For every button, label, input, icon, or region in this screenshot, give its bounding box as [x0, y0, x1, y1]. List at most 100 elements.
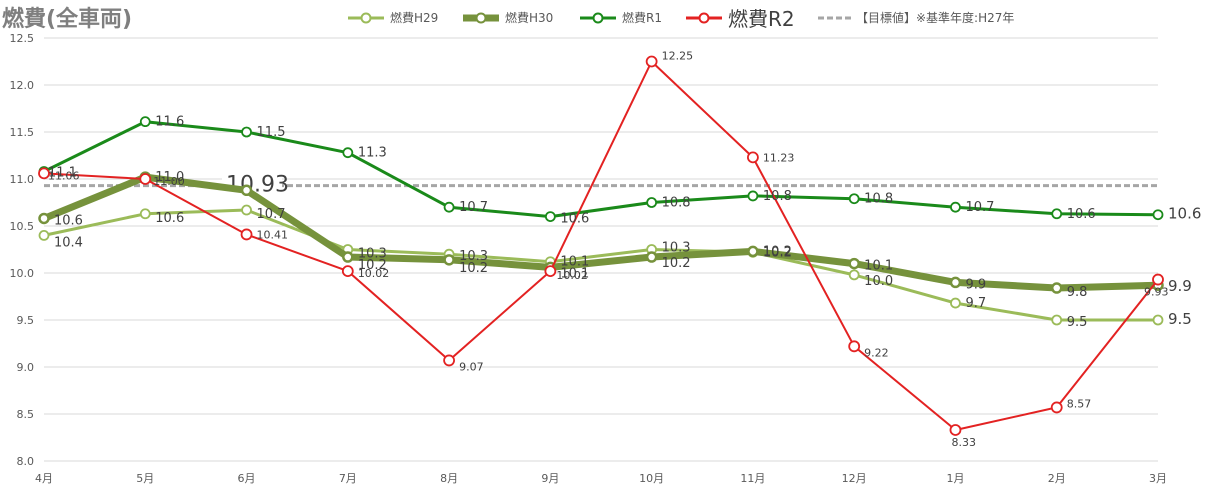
data-label: 9.07 — [459, 360, 484, 373]
data-point — [443, 254, 455, 266]
data-point — [341, 265, 354, 278]
data-label: 11.00 — [153, 175, 185, 188]
data-label: 10.3 — [662, 241, 691, 256]
data-label: 10.02 — [358, 267, 390, 280]
series-line-3 — [43, 120, 1159, 219]
x-tick-label: 2月 — [1048, 472, 1066, 485]
data-label: 11.6 — [155, 115, 184, 130]
data-label: 9.9 — [965, 277, 986, 292]
data-point — [1050, 282, 1063, 294]
data-point — [949, 276, 962, 289]
data-point — [848, 269, 860, 281]
grid-layer — [44, 37, 1158, 462]
legend-marker — [592, 12, 604, 24]
y-tick-label: 8.0 — [17, 455, 35, 468]
data-point — [241, 204, 252, 216]
data-label: 10.1 — [560, 266, 589, 281]
data-point — [1051, 208, 1063, 220]
data-point — [950, 297, 961, 309]
legend-marker — [698, 12, 710, 24]
y-tick-label: 8.5 — [17, 408, 35, 421]
legend-marker — [360, 12, 372, 24]
data-label: 8.57 — [1067, 397, 1092, 410]
legend: 燃費H29 燃費H30 燃費R1 燃費R2 【目標値】※基準年度:H27年 — [348, 7, 1014, 31]
x-tick-label: 11月 — [740, 472, 765, 485]
series-layer — [38, 55, 1164, 436]
data-label: 10.2 — [662, 256, 691, 271]
x-tick-label: 6月 — [238, 472, 256, 485]
data-label: 10.2 — [763, 244, 792, 259]
data-label: 10.0 — [864, 274, 893, 289]
y-tick-label: 9.0 — [17, 361, 35, 374]
data-point — [950, 201, 961, 213]
data-point — [747, 245, 759, 258]
data-point — [544, 211, 556, 223]
data-label: 10.6 — [1168, 205, 1201, 223]
data-label: 10.4 — [54, 235, 83, 250]
data-label: 9.5 — [1067, 315, 1088, 330]
data-point — [848, 340, 861, 353]
x-tick-label: 3月 — [1149, 472, 1167, 485]
data-label: 10.1 — [560, 255, 589, 270]
data-point — [544, 265, 557, 278]
legend-label: 燃費H29 — [390, 10, 438, 25]
data-label: 10.6 — [54, 213, 83, 228]
data-label: 11.23 — [763, 151, 795, 164]
data-point — [342, 251, 354, 263]
data-label: 10.7 — [257, 207, 286, 222]
y-tick-label: 12.0 — [10, 79, 35, 92]
data-point — [848, 257, 860, 270]
x-tick-label: 4月 — [35, 472, 53, 485]
data-point — [443, 354, 455, 367]
data-label: 11.06 — [48, 169, 80, 182]
data-point — [38, 167, 50, 180]
data-label: 10.6 — [155, 211, 184, 226]
data-point — [747, 151, 759, 164]
data-label: 10.2 — [459, 261, 488, 276]
data-label: 10.3 — [459, 249, 488, 264]
data-point — [139, 208, 151, 220]
data-point — [848, 193, 860, 205]
data-label: 10.7 — [459, 200, 488, 215]
data-point — [342, 147, 354, 159]
data-label: 10.6 — [1067, 207, 1096, 222]
data-point — [1152, 273, 1164, 286]
data-label: 11.5 — [257, 125, 286, 140]
data-point — [1050, 401, 1063, 414]
y-tick-label: 9.5 — [17, 314, 35, 327]
x-tick-label: 1月 — [946, 472, 964, 485]
data-label: 9.8 — [1067, 285, 1088, 300]
data-label: 9.9 — [1168, 277, 1192, 295]
series-line-4 — [43, 60, 1159, 431]
data-label: 10.2 — [358, 258, 387, 273]
chart-title: 燃費(全車両) — [2, 6, 132, 32]
data-label: 9.5 — [1168, 310, 1192, 328]
data-label: 9.7 — [965, 296, 986, 311]
label-layer: 10.410.6 10.710.3 10.3 10.110.3 10.210.09.79… — [48, 50, 1201, 449]
data-point — [645, 55, 658, 68]
data-label: 9.93 — [1144, 286, 1169, 299]
data-label: 8.33 — [951, 436, 976, 449]
series-line-2 — [42, 173, 1159, 292]
data-point — [1051, 314, 1063, 326]
x-tick-label: 9月 — [541, 472, 559, 485]
data-label: 10.1 — [864, 259, 893, 274]
data-label: 12.25 — [662, 50, 694, 63]
y-tick-label: 10.5 — [10, 220, 35, 233]
x-tick-label: 8月 — [440, 472, 458, 485]
data-point — [240, 228, 253, 241]
y-tick-label: 10.0 — [10, 267, 35, 280]
legend-label: 【目標値】※基準年度:H27年 — [856, 10, 1014, 25]
data-point — [241, 126, 252, 138]
data-point — [240, 184, 253, 197]
y-tick-label: 11.5 — [10, 126, 35, 139]
axis-layer: 8.0 8.5 9.0 9.5 10.0 10.5 11.0 11.5 12.0 12.5 4月 5月… — [10, 32, 1168, 485]
data-point — [1152, 314, 1164, 326]
data-label: 11.0 — [155, 170, 184, 185]
x-tick-label: 12月 — [842, 472, 867, 485]
legend-label: 燃費H30 — [505, 10, 553, 25]
legend-label: 燃費R2 — [728, 7, 795, 31]
data-point — [646, 197, 658, 208]
data-label: 10.7 — [965, 200, 994, 215]
